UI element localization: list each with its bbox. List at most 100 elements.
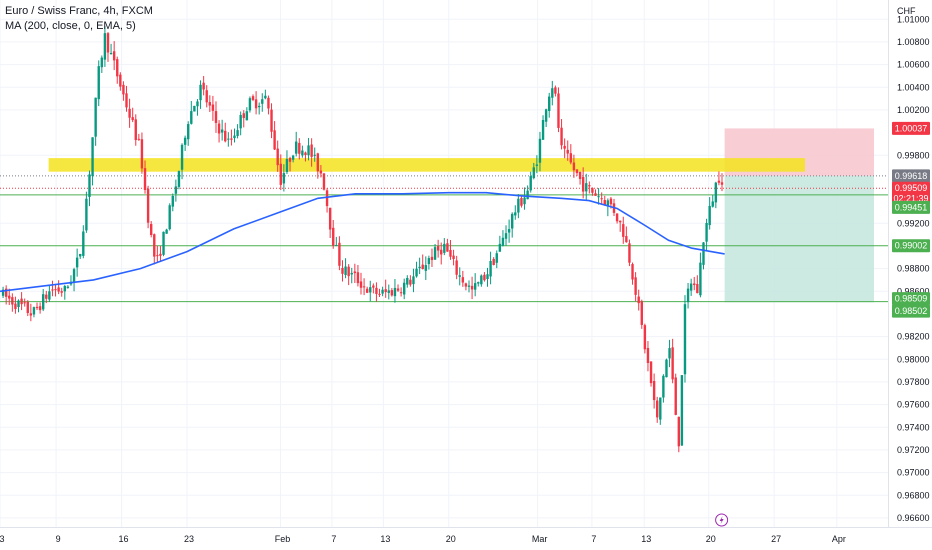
candle-body	[38, 306, 42, 311]
candle-body	[149, 224, 153, 235]
candle-body	[328, 207, 332, 230]
x-tick-label: 9	[56, 534, 61, 544]
candle-body	[523, 197, 526, 205]
candle-body	[449, 249, 452, 257]
candle-body	[236, 130, 239, 137]
price-axis-tag-text: 02:21:39	[893, 193, 928, 203]
candle-body	[628, 243, 631, 263]
candle-body	[162, 231, 165, 255]
candle-body	[396, 288, 400, 291]
candle-body	[257, 105, 261, 108]
candle-body	[671, 347, 674, 380]
candle-body	[273, 130, 276, 150]
candle-body	[156, 255, 159, 257]
candle-body	[307, 145, 310, 156]
candle-body	[8, 295, 11, 299]
candle-body	[140, 139, 144, 169]
candle-body	[489, 260, 492, 277]
candle-body	[208, 102, 212, 106]
candle-body	[674, 377, 677, 415]
candle-body	[390, 290, 394, 296]
candle-body	[560, 127, 563, 146]
candle-body	[4, 288, 8, 297]
candle-body	[350, 272, 353, 275]
candle-body	[477, 282, 480, 284]
candle-body	[193, 105, 196, 112]
x-tick-label: 27	[771, 534, 781, 544]
candle-body	[248, 98, 252, 111]
candle-body	[452, 255, 455, 260]
x-tick-label: 3	[0, 534, 5, 544]
candle-body	[134, 119, 137, 141]
candle-body	[415, 268, 418, 277]
candle-body	[11, 297, 14, 305]
candle-body	[267, 97, 270, 109]
candle-body	[205, 90, 208, 103]
candle-body	[291, 155, 295, 160]
candle-body	[433, 247, 437, 260]
candle-body	[264, 95, 267, 99]
ma200-line	[0, 191, 725, 293]
candle-body	[276, 148, 279, 166]
candle-body	[79, 253, 82, 257]
candle-body	[696, 284, 699, 294]
candle-body	[301, 150, 304, 156]
candle-body	[335, 245, 338, 247]
candle-body	[495, 253, 498, 263]
candle-body	[578, 171, 582, 179]
candle-body	[544, 109, 548, 122]
x-tick-label: 13	[641, 534, 651, 544]
candle-body	[75, 257, 79, 268]
position-reward-zone	[724, 175, 874, 303]
x-tick-label: 20	[446, 534, 456, 544]
candle-body	[362, 286, 366, 288]
candle-body	[702, 242, 705, 265]
candle-body	[261, 99, 264, 104]
candle-body	[446, 243, 449, 252]
y-tick-label: 0.99200	[897, 218, 930, 228]
x-tick-label: Mar	[532, 534, 548, 544]
candle-body	[705, 222, 708, 242]
candle-body	[659, 397, 662, 420]
price-axis-tag	[892, 239, 930, 253]
candle-body	[461, 277, 465, 283]
candle-body	[171, 195, 174, 207]
candle-body	[532, 167, 535, 179]
candle-body	[60, 291, 63, 293]
candle-body	[125, 93, 128, 108]
candle-body	[440, 249, 443, 255]
candle-body	[714, 182, 718, 203]
candle-body	[637, 296, 640, 304]
candle-body	[48, 291, 51, 300]
candle-body	[131, 117, 134, 121]
price-axis-tag	[892, 181, 930, 195]
candle-body	[609, 198, 613, 205]
candle-body	[35, 306, 39, 309]
price-axis-tag	[892, 200, 930, 214]
candle-body	[646, 347, 650, 363]
candle-body	[177, 171, 181, 187]
candle-body	[375, 287, 378, 294]
candle-body	[418, 266, 421, 269]
candle-body	[507, 229, 511, 233]
candle-body	[591, 188, 594, 193]
candle-body	[720, 182, 724, 185]
candle-body	[572, 162, 576, 171]
y-tick-label: 0.97000	[897, 468, 930, 478]
candle-body	[535, 164, 539, 166]
candle-body	[427, 258, 431, 265]
candle-body	[41, 294, 45, 310]
chart-legend: Euro / Swiss Franc, 4h, FXCM MA (200, cl…	[5, 4, 153, 34]
candle-body	[316, 153, 320, 172]
candle-body	[381, 289, 384, 294]
candle-body	[359, 281, 363, 288]
candle-body	[341, 267, 344, 274]
candle-body	[372, 285, 375, 288]
price-axis-tag-text: 0.99509	[895, 183, 928, 193]
candle-body	[585, 183, 588, 192]
candle-body	[603, 200, 606, 206]
candle-body	[510, 213, 514, 229]
candle-body	[554, 87, 557, 94]
y-tick-label: 0.98800	[897, 264, 930, 274]
